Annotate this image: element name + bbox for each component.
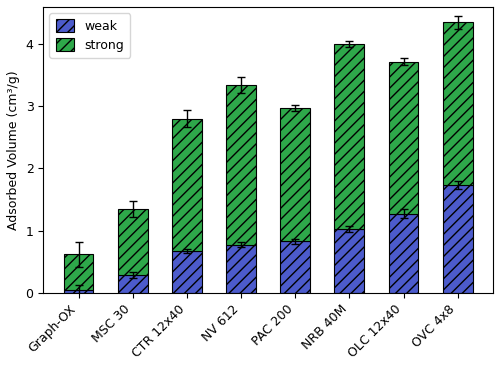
Bar (388, 214, 418, 292)
Bar (118, 275, 148, 292)
Bar (334, 229, 364, 292)
Bar (226, 85, 256, 245)
Bar (64, 290, 94, 292)
Bar (64, 254, 94, 290)
Bar (172, 119, 202, 251)
Bar (280, 241, 310, 292)
Bar (334, 44, 364, 229)
Y-axis label: Adsorbed Volume (cm³/g): Adsorbed Volume (cm³/g) (7, 70, 20, 230)
Legend: weak, strong: weak, strong (50, 13, 130, 58)
Bar (443, 22, 472, 185)
Bar (443, 185, 472, 292)
Bar (118, 209, 148, 275)
Bar (226, 245, 256, 292)
Bar (172, 251, 202, 292)
Bar (280, 108, 310, 241)
Bar (388, 62, 418, 214)
